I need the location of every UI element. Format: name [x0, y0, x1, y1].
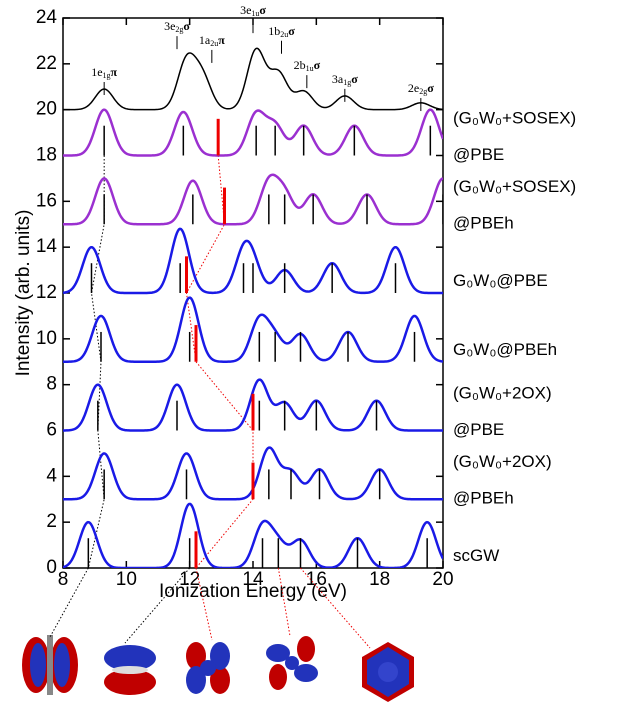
series-label: @PBE: [453, 145, 504, 164]
y-axis-label: Intensity (arb. units): [13, 210, 34, 377]
series-label: G₀W₀@PBEh: [453, 340, 557, 359]
y-tick-label: 14: [36, 236, 58, 257]
series-label: (G₀W₀+2OX): [453, 383, 552, 402]
y-tick-label: 10: [36, 328, 57, 349]
orbital-connector: [124, 567, 191, 644]
assignment-label: 3a1gσ: [332, 72, 358, 87]
spectrum-curve: [63, 502, 443, 568]
assignment-label: 2b1uσ: [294, 58, 321, 73]
orbital-connector: [277, 567, 291, 637]
assignment-label: 1e1gπ: [91, 65, 117, 80]
y-tick-label: 6: [46, 420, 57, 441]
series-label: @PBEh: [453, 214, 514, 233]
series-label: (G₀W₀+2OX): [453, 452, 552, 471]
assignment-suffix: σ: [288, 24, 295, 38]
assignment-main: 1b: [268, 24, 280, 38]
assignment-sub: 1g: [343, 78, 351, 87]
assignment-sub: 1g: [103, 71, 111, 80]
y-tick-label: 24: [36, 7, 58, 28]
series-label: (G₀W₀+SOSEX): [453, 177, 576, 196]
assignment-sub: 1u: [251, 9, 259, 18]
assignment-suffix: σ: [427, 81, 434, 95]
spectrum-curve: [63, 296, 443, 363]
y-tick-label: 4: [46, 465, 57, 486]
orbital-connector: [300, 567, 371, 649]
assignment-label: 1a2uπ: [199, 33, 225, 48]
y-tick-label: 0: [46, 557, 57, 578]
assignment-suffix: σ: [183, 19, 190, 33]
assignment-main: 1e: [91, 65, 102, 79]
assignment-label: 3e2gσ: [164, 19, 190, 34]
assignment-sub: 2u: [210, 39, 218, 48]
orbital-connector: [195, 567, 213, 641]
assignment-label: 2e2gσ: [408, 81, 434, 96]
series-label: @PBEh: [453, 489, 514, 508]
y-tick-label: 20: [36, 99, 57, 120]
series-label: (G₀W₀+SOSEX): [453, 108, 576, 127]
spectrum-curve: [63, 173, 443, 226]
y-tick-label: 8: [46, 374, 57, 395]
x-tick-label: 10: [116, 569, 137, 590]
series-label: G₀W₀@PBE: [453, 271, 548, 290]
assignment-suffix: π: [218, 33, 225, 47]
assignment-main: 2e: [408, 81, 419, 95]
x-tick-label: 8: [58, 569, 69, 590]
y-tick-label: 16: [36, 190, 57, 211]
assignment-sub: 1u: [306, 64, 314, 73]
spectrum-curve: [63, 378, 443, 432]
y-tick-label: 12: [36, 282, 57, 303]
series-label: @PBE: [453, 420, 504, 439]
assignment-sub: 2g: [419, 87, 427, 96]
assignment-suffix: σ: [259, 3, 266, 17]
x-tick-label: 16: [306, 569, 327, 590]
x-axis-label: Ionization Energy (eV): [159, 581, 347, 602]
assignment-label: 3e1uσ: [240, 3, 266, 18]
orbital-connector: [49, 567, 89, 638]
assignment-main: 1a: [199, 33, 211, 47]
series-label: scGW: [453, 546, 499, 565]
assignment-main: 3e: [164, 19, 175, 33]
y-tick-label: 2: [46, 511, 57, 532]
spectrum-curve: [63, 227, 443, 295]
experiment-curve: [63, 47, 443, 111]
assignment-suffix: π: [111, 65, 118, 79]
plot-area: [63, 47, 443, 568]
assignment-label: 1b2uσ: [268, 24, 295, 39]
x-tick-label: 20: [432, 569, 453, 590]
peak-connector: [87, 155, 105, 568]
orbital-images: [22, 635, 414, 702]
assignment-main: 3a: [332, 72, 344, 86]
spectrum-curve: [63, 108, 443, 157]
y-tick-label: 18: [36, 145, 57, 166]
assignment-main: 2b: [294, 58, 306, 72]
y-tick-label: 22: [36, 53, 57, 74]
x-tick-label: 18: [369, 569, 390, 590]
assignment-sub: 2g: [175, 25, 183, 34]
assignment-main: 3e: [240, 3, 251, 17]
assignment-sub: 2u: [280, 30, 288, 39]
assignment-suffix: σ: [351, 72, 358, 86]
x-tick-label: 14: [242, 569, 264, 590]
assignment-suffix: σ: [314, 58, 321, 72]
